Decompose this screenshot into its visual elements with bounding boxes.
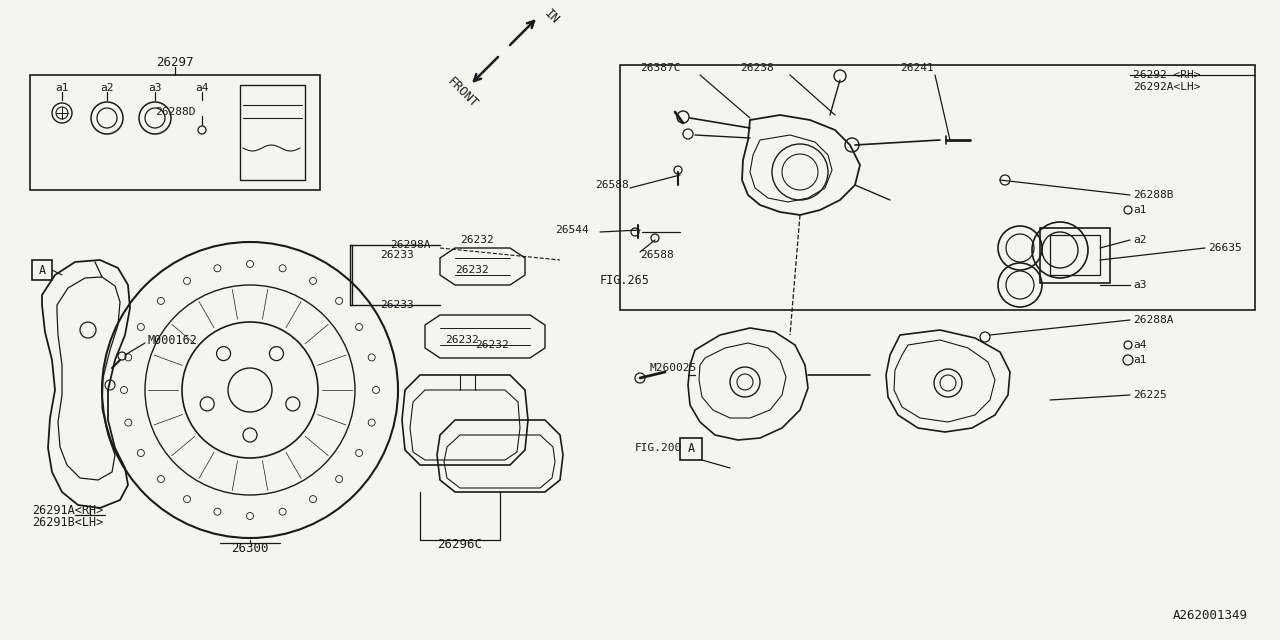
Text: 26291A<RH>: 26291A<RH> <box>32 504 104 516</box>
Text: 26588: 26588 <box>640 250 673 260</box>
Text: 26298A: 26298A <box>390 240 430 250</box>
Text: 26296C: 26296C <box>438 538 483 552</box>
Text: a1: a1 <box>1133 355 1147 365</box>
Bar <box>1039 228 1110 283</box>
Text: 26241: 26241 <box>900 63 933 73</box>
Text: 26232: 26232 <box>454 265 489 275</box>
Bar <box>29 75 320 190</box>
Text: a3: a3 <box>1133 280 1147 290</box>
Text: 26225: 26225 <box>1133 390 1167 400</box>
Text: 26233: 26233 <box>380 300 413 310</box>
Text: A: A <box>38 264 46 276</box>
Text: 26588: 26588 <box>595 180 628 190</box>
Text: 26292A<LH>: 26292A<LH> <box>1133 82 1201 92</box>
Text: 26232: 26232 <box>460 235 494 245</box>
Bar <box>349 245 352 305</box>
Text: FIG.265: FIG.265 <box>600 273 650 287</box>
Text: 26238: 26238 <box>740 63 773 73</box>
Bar <box>1050 235 1100 275</box>
Text: a3: a3 <box>148 83 161 93</box>
Text: 26288A: 26288A <box>1133 315 1174 325</box>
Text: M000162: M000162 <box>148 333 198 346</box>
Text: a1: a1 <box>1133 205 1147 215</box>
Text: 26300: 26300 <box>232 541 269 554</box>
Text: a4: a4 <box>1133 340 1147 350</box>
Text: 26635: 26635 <box>1208 243 1242 253</box>
Text: IN: IN <box>541 7 562 27</box>
Text: A262001349: A262001349 <box>1172 609 1248 622</box>
Text: a1: a1 <box>55 83 69 93</box>
Text: 26288D: 26288D <box>155 107 196 117</box>
Bar <box>32 260 52 280</box>
Text: 26297: 26297 <box>156 56 193 68</box>
Text: 26291B<LH>: 26291B<LH> <box>32 515 104 529</box>
Text: A: A <box>687 442 695 456</box>
Text: 26233: 26233 <box>380 250 413 260</box>
Text: 26288B: 26288B <box>1133 190 1174 200</box>
Text: M260025: M260025 <box>650 363 698 373</box>
Text: 26232: 26232 <box>475 340 508 350</box>
Bar <box>241 85 305 180</box>
Text: 26232: 26232 <box>445 335 479 345</box>
Bar <box>680 438 701 460</box>
Text: a4: a4 <box>196 83 209 93</box>
Text: a2: a2 <box>1133 235 1147 245</box>
Text: 26387C: 26387C <box>640 63 681 73</box>
Text: FIG.200: FIG.200 <box>635 443 682 453</box>
Text: 26544: 26544 <box>556 225 589 235</box>
Text: FRONT: FRONT <box>445 75 481 111</box>
Text: a2: a2 <box>100 83 114 93</box>
Text: 26292 <RH>: 26292 <RH> <box>1133 70 1201 80</box>
